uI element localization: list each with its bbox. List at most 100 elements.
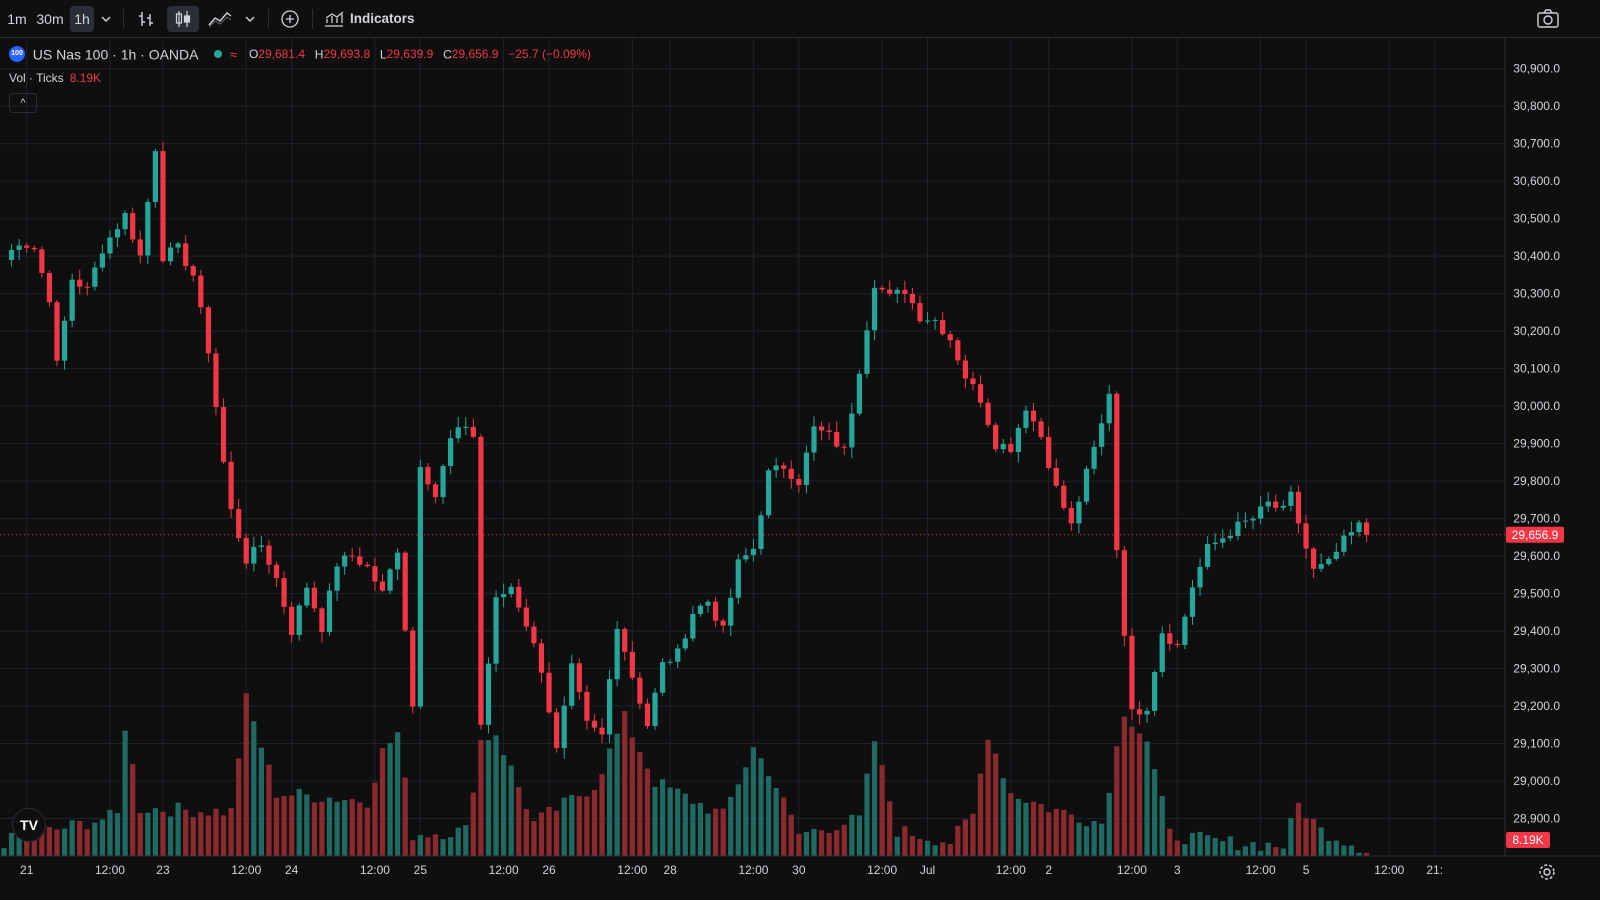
collapse-legend-button[interactable]: ^ [9, 93, 37, 113]
volume-bar [773, 788, 779, 856]
candle [584, 691, 590, 721]
volume-bar [160, 811, 166, 856]
volume-bar [546, 806, 552, 856]
volume-bar [667, 787, 673, 856]
candle [546, 672, 552, 713]
candle [190, 266, 196, 276]
candle [1235, 521, 1241, 536]
volume-bar [1114, 746, 1120, 856]
volume-bar [190, 817, 196, 856]
volume-bar [796, 833, 802, 856]
candle [871, 287, 878, 331]
candle [77, 279, 83, 287]
symbol-title[interactable]: US Nas 100 · 1h · OANDA [32, 46, 199, 63]
candle [213, 353, 219, 408]
volume-bar [266, 764, 272, 856]
candle [1076, 501, 1082, 524]
candle [319, 608, 325, 633]
candle [1061, 485, 1067, 508]
candle [379, 581, 386, 591]
price-chart[interactable]: 30,900.0 30,800.0 30,700.0 30,600.0 30,500.0… [0, 38, 1600, 900]
volume-bar [993, 753, 999, 856]
volume-bar [599, 774, 605, 856]
candle [977, 384, 984, 403]
price-tick-label: 29,900.0 [1513, 437, 1560, 451]
volume-bar [561, 797, 567, 856]
volume-bar [417, 835, 423, 856]
candle [1121, 550, 1127, 636]
interval-1m-button[interactable]: 1m [7, 11, 27, 27]
chevron-down-icon[interactable] [96, 6, 116, 32]
interval-1h-button[interactable]: 1h [70, 6, 94, 32]
candle [1129, 635, 1135, 710]
indicators-icon[interactable] [322, 6, 346, 32]
candle [236, 509, 242, 538]
plus-circle-icon[interactable] [276, 6, 304, 32]
chevron-down-icon[interactable] [240, 6, 260, 32]
volume-bar [1023, 802, 1029, 856]
price-tick-label: 28,900.0 [1513, 812, 1560, 826]
price-tick-label: 30,000.0 [1513, 399, 1560, 413]
volume-bar [508, 765, 514, 856]
price-tick-label: 30,100.0 [1513, 362, 1560, 376]
time-tick-label: 2 [1045, 863, 1052, 877]
candle [993, 424, 999, 450]
volume-bar [220, 815, 227, 856]
camera-icon[interactable] [1536, 8, 1560, 30]
candle [902, 289, 908, 294]
close-label: C [443, 47, 452, 62]
interval-30m-button[interactable]: 30m [36, 11, 64, 27]
candle [114, 229, 121, 238]
candle [1326, 558, 1332, 565]
time-tick-label: 12:00 [867, 863, 897, 877]
time-tick-label: 5 [1303, 863, 1310, 877]
candle [523, 607, 529, 627]
volume-bar [531, 821, 537, 856]
volume-bar [31, 836, 37, 856]
volume-bar [1091, 821, 1097, 856]
area-chart-icon[interactable] [204, 6, 236, 32]
candle [985, 402, 991, 425]
volume-bar [622, 711, 628, 856]
candle [493, 597, 499, 664]
volume-bar [69, 820, 75, 856]
volume-bar [205, 815, 211, 856]
volume-bar [758, 758, 764, 856]
volume-bar [1212, 837, 1218, 856]
volume-bar [909, 836, 915, 856]
volume-bar [985, 739, 991, 856]
candle [841, 446, 847, 448]
volume-bar [167, 816, 174, 856]
candle [1182, 616, 1188, 645]
time-tick-label: 12:00 [1374, 863, 1404, 877]
tradingview-logo[interactable]: TV [12, 808, 46, 842]
volume-bar [788, 814, 794, 856]
volume-bar [1250, 842, 1256, 856]
volume-bar [1083, 826, 1090, 856]
candle [455, 427, 461, 439]
candle [1303, 523, 1309, 549]
candle [1144, 710, 1150, 715]
candle [1227, 535, 1233, 539]
gear-icon[interactable] [1537, 862, 1557, 882]
volume-bar [841, 824, 847, 856]
low-value: 29,639.9 [386, 47, 434, 62]
time-tick-label: 12:00 [996, 863, 1026, 877]
volume-bar [387, 743, 393, 856]
volume-bar [705, 813, 711, 856]
candle [712, 601, 719, 621]
bar-chart-icon[interactable] [132, 6, 160, 32]
volume-bar [1242, 846, 1249, 856]
time-tick-label: 30 [792, 863, 806, 877]
volume-bar [584, 796, 590, 856]
candle [917, 303, 923, 322]
candle [758, 515, 764, 549]
candle [167, 247, 174, 262]
volume-bar [781, 797, 787, 856]
indicators-button[interactable]: Indicators [350, 11, 415, 26]
candles-icon[interactable] [167, 6, 199, 32]
volume-bar [1364, 852, 1370, 856]
candle [1318, 564, 1324, 569]
volume-bar [1197, 831, 1203, 856]
candle [531, 626, 537, 644]
